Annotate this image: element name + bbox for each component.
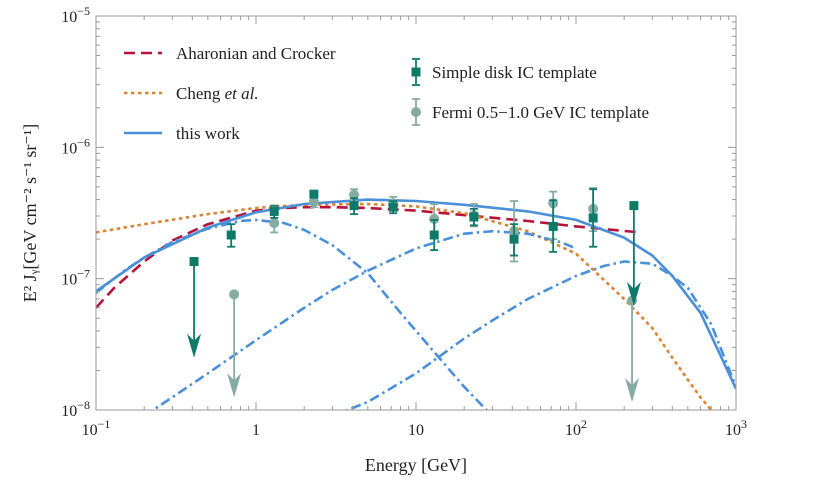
legend-item-aharonian: Aharonian and Crocker — [124, 44, 336, 63]
curve-thiswork — [96, 198, 736, 390]
simple-upper-limit-1 — [187, 257, 202, 358]
simple-point-7 — [469, 207, 479, 227]
y-tick-label: 10−7 — [61, 267, 90, 289]
legend-item-simple: Simple disk IC template — [411, 58, 597, 86]
y-axis-title: E² Jᵧ[GeV cm⁻² s⁻¹ sr⁻¹] — [20, 124, 41, 303]
y-tick-label: 10−6 — [61, 135, 90, 157]
model-curves — [96, 198, 736, 410]
legend-item-fermi: Fermi 0.5−1.0 GeV IC template — [411, 98, 649, 126]
fermi-upper-limit-1 — [227, 289, 242, 398]
x-tick-label: 102 — [565, 417, 587, 439]
legend-label: this work — [176, 124, 240, 143]
data-markers — [187, 187, 641, 403]
legend-label: Fermi 0.5−1.0 GeV IC template — [432, 103, 649, 122]
x-tick-label: 10−1 — [82, 417, 111, 439]
legend-models: Aharonian and Crocker Cheng et al. this wo… — [124, 44, 336, 143]
simple-point-4 — [349, 197, 359, 216]
axis-ticks — [96, 16, 736, 410]
legend-data: Simple disk IC template Fermi 0.5−1.0 GeV… — [411, 58, 649, 126]
simple-point-5 — [388, 200, 398, 215]
legend-label: Simple disk IC template — [432, 63, 597, 82]
legend-item-cheng: Cheng et al. — [124, 84, 259, 103]
curve-comp2 — [150, 229, 577, 410]
simple-point-3 — [309, 189, 319, 199]
simple-point-9 — [548, 199, 558, 253]
x-tick-label: 1 — [252, 422, 260, 439]
x-tick-label: 10 — [408, 422, 424, 439]
legend-item-thiswork: this work — [124, 124, 240, 143]
axis-tick-labels: 10−1 1 10 102 103 10−8 10−7 10−6 10−5 — [61, 4, 747, 439]
curve-cheng — [96, 202, 713, 410]
y-tick-label: 10−5 — [61, 4, 90, 26]
simple-point-8 — [509, 223, 519, 257]
y-tick-label: 10−8 — [61, 398, 90, 420]
curve-comp3 — [343, 260, 736, 410]
simple-point-1 — [226, 223, 236, 248]
x-tick-label: 103 — [725, 417, 747, 439]
simple-upper-limit-2 — [626, 201, 641, 306]
simple-point-2 — [269, 204, 279, 219]
simple-point-10 — [588, 188, 598, 248]
x-axis-title: Energy [GeV] — [365, 455, 467, 475]
legend-label: Cheng et al. — [176, 84, 259, 103]
curve-comp1 — [96, 218, 489, 410]
curve-aharonian — [96, 205, 640, 309]
legend-label: Aharonian and Crocker — [176, 44, 336, 63]
simple-point-6 — [429, 219, 439, 252]
